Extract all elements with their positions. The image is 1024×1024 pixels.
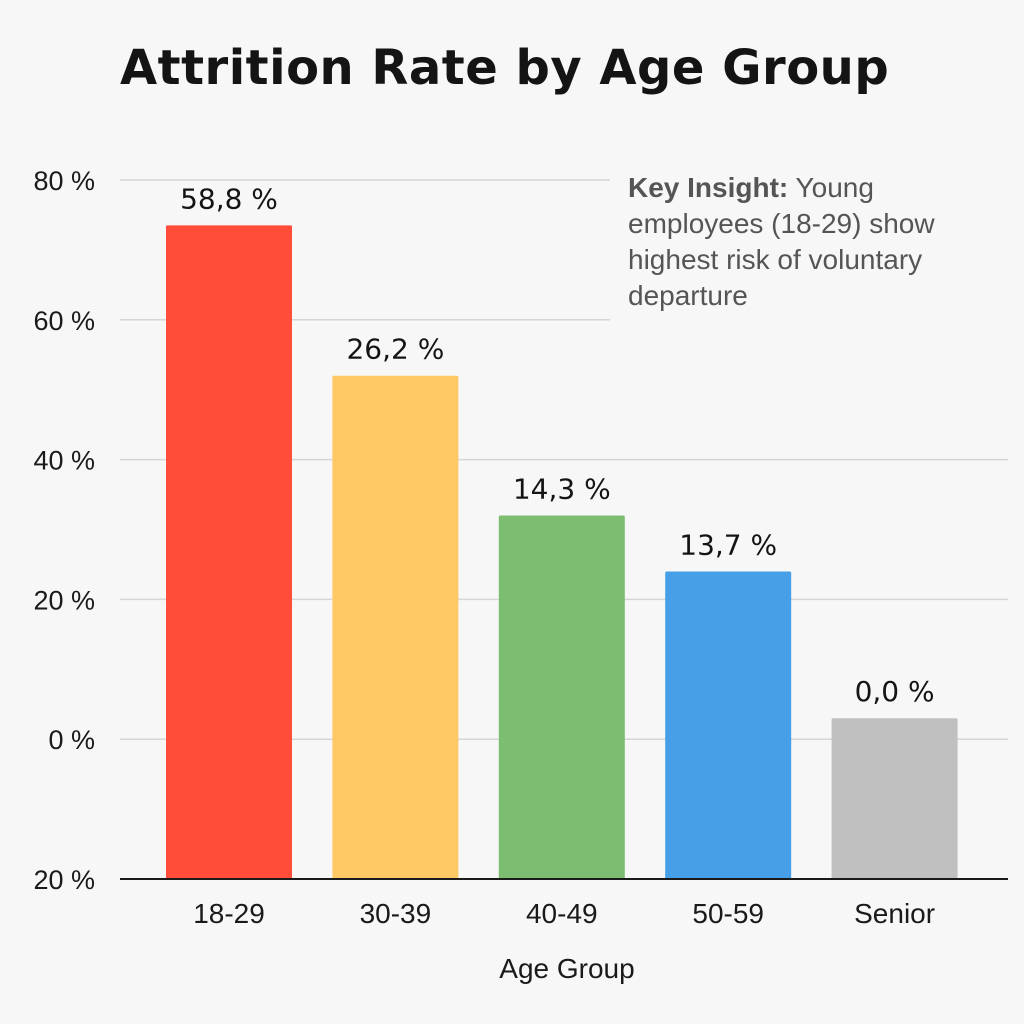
key-insight-annotation: Key Insight: Young employees (18-29) sho…	[610, 168, 1020, 322]
x-tick-label: Senior	[854, 898, 935, 929]
y-tick-label: 40 %	[33, 446, 95, 476]
bar-30-39	[332, 375, 459, 879]
x-tick-label: 50-59	[692, 898, 764, 929]
bars	[166, 225, 958, 879]
bar-40-49	[498, 515, 625, 879]
labels: 80 % 60 % 40 % 20 % 0 % 20 % 58,8 % 18-29 26,2 %…	[33, 166, 935, 929]
bar-senior	[831, 718, 958, 879]
data-label: 58,8 %	[180, 182, 278, 215]
data-label: 14,3 %	[513, 473, 611, 506]
bar-50-59	[665, 571, 792, 879]
key-insight-text: Young employees (18-29) show highest ris…	[628, 172, 935, 311]
data-label: 26,2 %	[346, 333, 444, 366]
y-tick-label: 80 %	[33, 166, 95, 196]
y-tick-label: 60 %	[33, 306, 95, 336]
x-tick-label: 18-29	[193, 898, 265, 929]
x-tick-label: 40-49	[526, 898, 598, 929]
bar-18-29	[166, 225, 292, 879]
data-label: 0,0 %	[855, 675, 935, 708]
x-axis-title: Age Group	[499, 953, 634, 984]
key-insight-heading: Key Insight:	[628, 172, 789, 203]
data-label: 13,7 %	[679, 528, 777, 561]
x-tick-label: 30-39	[360, 898, 432, 929]
y-tick-label: 20 %	[33, 585, 95, 615]
y-tick-label: 20 %	[33, 865, 95, 895]
y-tick-label: 0 %	[48, 725, 95, 755]
chart-title: Attrition Rate by Age Group	[120, 40, 890, 96]
